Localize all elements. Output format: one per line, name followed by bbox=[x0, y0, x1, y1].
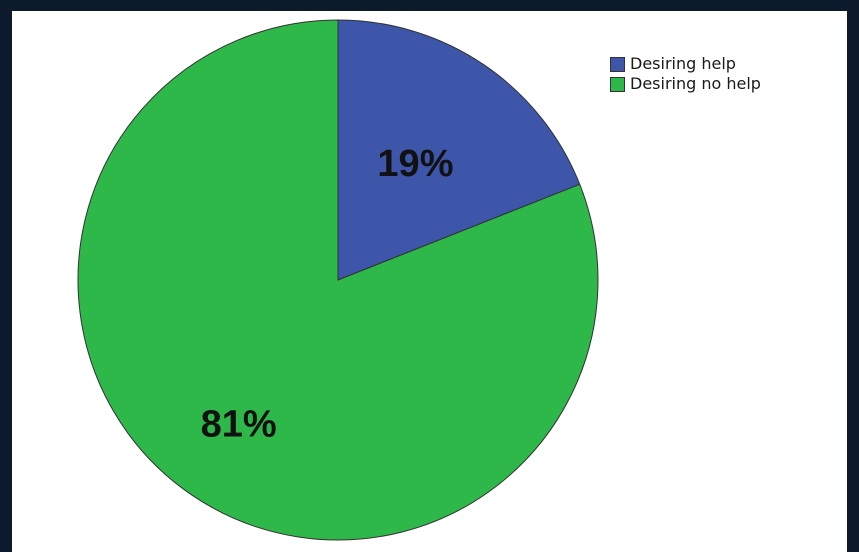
legend-item-desiring-help: Desiring help bbox=[610, 54, 761, 74]
legend-label-desiring-help: Desiring help bbox=[630, 54, 736, 73]
chart-panel: 19% 81% Desiring help Desiring no help bbox=[12, 11, 847, 552]
legend-swatch-desiring-no-help bbox=[610, 76, 625, 92]
pie-slice-desiring-no-help bbox=[77, 19, 599, 541]
legend-label-desiring-no-help: Desiring no help bbox=[630, 74, 761, 93]
legend-swatch-desiring-help bbox=[610, 56, 625, 72]
legend-item-desiring-no-help: Desiring no help bbox=[610, 74, 761, 94]
pie-slice-desiring-help bbox=[337, 19, 581, 281]
legend: Desiring help Desiring no help bbox=[610, 54, 761, 94]
pie-chart: 19% 81% bbox=[77, 19, 599, 541]
pie-label-desiring-no-help: 81% bbox=[201, 403, 277, 445]
pie-label-desiring-help: 19% bbox=[377, 143, 453, 185]
